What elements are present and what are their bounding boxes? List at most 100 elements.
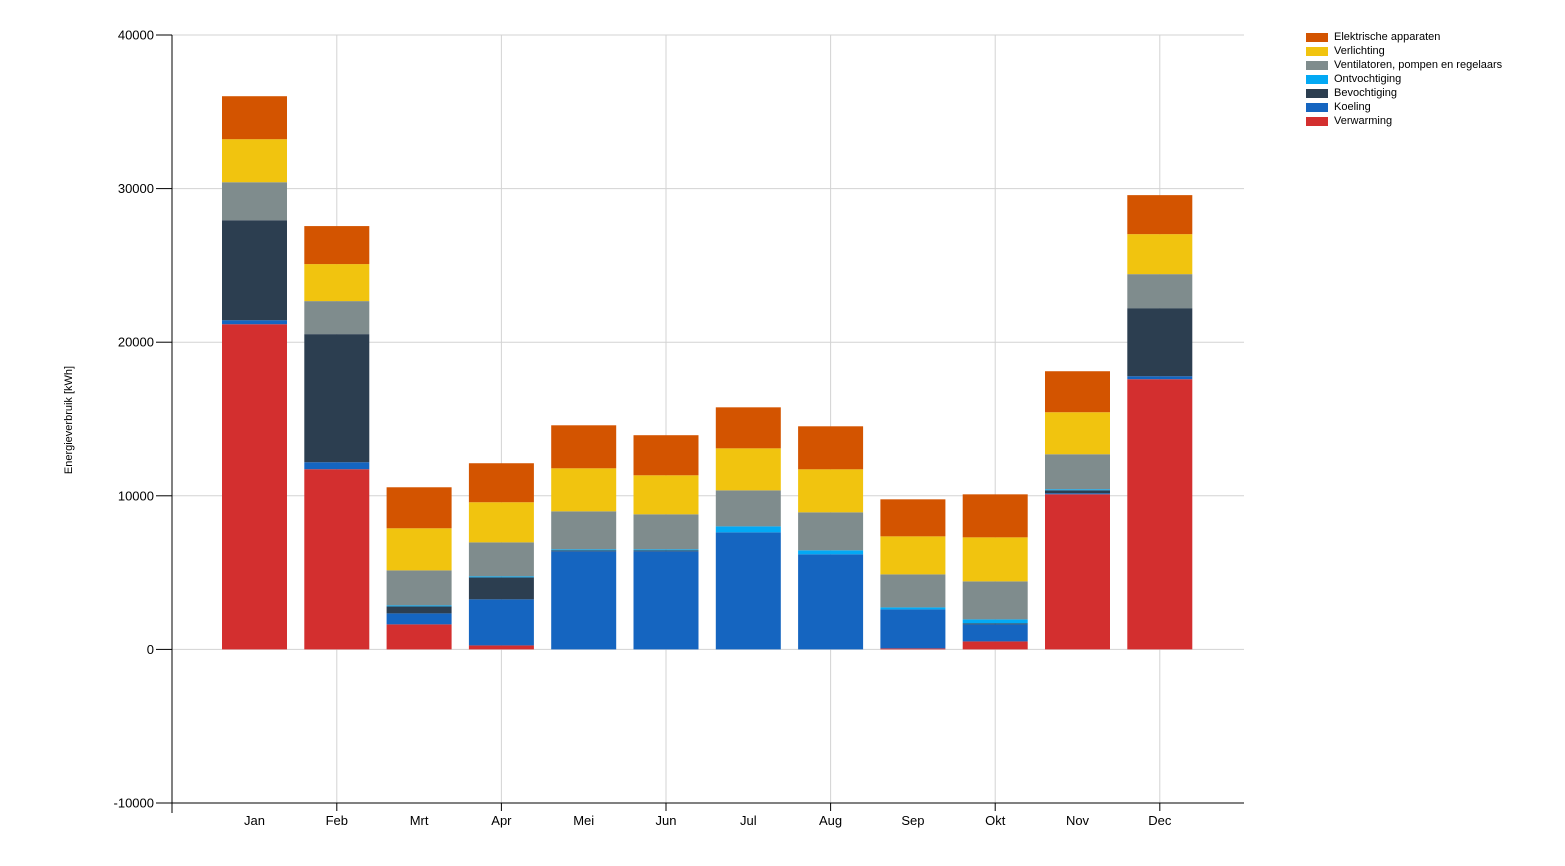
bar-segment-ontvochtiging [633,549,699,551]
bar-segment-koeling [1045,493,1110,495]
bar-segment-verwarming [1045,494,1110,650]
x-tick-label: Apr [491,813,512,828]
y-tick-label: -10000 [114,796,154,811]
bar-segment-koeling [880,609,946,649]
legend-item: Verwarming [1306,114,1502,128]
legend-label: Verwarming [1334,115,1393,127]
bar-segment-elektrische-apparaten [468,463,534,503]
legend-label: Ventilatoren, pompen en regelaars [1334,59,1503,71]
legend-label: Verlichting [1334,45,1385,57]
bar-segment-ontvochtiging [386,605,452,607]
bar-segment-elektrische-apparaten [551,425,617,469]
axes [171,35,1244,813]
legend-swatch [1306,102,1328,112]
x-tick-label: Sep [901,813,924,828]
x-axis-ticks: Jan Feb Mrt Apr Mei Jun Jul Aug Sep Okt Nov Dec [244,803,1172,828]
bar-segment-verwarming [1127,379,1193,650]
bar-segment-verlichting [304,264,370,302]
bar-segment-ontvochtiging [1045,489,1110,491]
y-axis-ticks: -10000 0 10000 20000 30000 40000 [114,28,172,811]
legend-item: Elektrische apparaten [1306,30,1502,44]
bar-segment-verlichting [715,448,781,491]
legend: Elektrische apparaten Verlichting Ventil… [1306,30,1502,128]
legend-item: Ontvochtiging [1306,72,1502,86]
bar-segment-ventilatoren-pompen-en-regelaars [962,581,1028,620]
bar-segment-koeling [468,599,534,646]
bar-segment-ventilatoren-pompen-en-regelaars [222,182,287,221]
x-tick-label: Nov [1066,813,1090,828]
bar-segment-bevochtiging [962,623,1028,625]
bar-segment-ventilatoren-pompen-en-regelaars [880,574,946,608]
bar-segment-koeling [304,462,370,470]
bar-segment-ontvochtiging [715,526,781,533]
bar-segment-elektrische-apparaten [962,494,1028,538]
bar-segment-bevochtiging [304,334,370,463]
legend-item: Bevochtiging [1306,86,1502,100]
bar-segment-verlichting [222,139,287,183]
bar-segment-ventilatoren-pompen-en-regelaars [633,514,699,550]
bar-segment-ontvochtiging [962,619,1028,624]
legend-item: Ventilatoren, pompen en regelaars [1306,58,1502,72]
legend-swatch [1306,116,1328,126]
bar-segment-bevochtiging [222,220,287,321]
legend-swatch [1306,32,1328,42]
bar-segment-bevochtiging [1127,308,1193,377]
bar-segment-koeling [715,532,781,650]
bar-segment-verwarming [880,648,946,650]
x-tick-label: Feb [326,813,348,828]
bar-segment-verwarming [222,324,287,650]
bar-segment-koeling [633,551,699,650]
bar-segment-verlichting [798,469,864,513]
bar-segment-verwarming [468,645,534,650]
bar-segment-elektrische-apparaten [880,499,946,537]
bar-segment-ventilatoren-pompen-en-regelaars [798,512,864,551]
bar-segment-verlichting [1045,412,1110,455]
bar-segment-ventilatoren-pompen-en-regelaars [1045,454,1110,490]
bar-segment-ontvochtiging [468,576,534,578]
x-tick-label: Okt [985,813,1006,828]
bar-segment-koeling [551,551,617,650]
bar-segment-ventilatoren-pompen-en-regelaars [386,570,452,606]
bar-segment-ventilatoren-pompen-en-regelaars [1127,274,1193,309]
y-tick-label: 40000 [118,28,154,43]
legend-item: Verlichting [1306,44,1502,58]
bar-segment-elektrische-apparaten [304,226,370,265]
x-tick-label: Mrt [410,813,429,828]
bar-segment-koeling [386,613,452,625]
bar-segment-ontvochtiging [798,550,864,555]
bar-segment-ontvochtiging [880,607,946,610]
bar-segment-bevochtiging [1045,490,1110,494]
bar-segment-elektrische-apparaten [1045,371,1110,413]
bar-segment-bevochtiging [386,606,452,614]
y-tick-label: 0 [147,642,154,657]
x-tick-label: Aug [819,813,842,828]
x-tick-label: Jul [740,813,757,828]
bar-segment-verlichting [962,537,1028,582]
bar-segment-bevochtiging [551,550,617,552]
bar-segment-bevochtiging [633,550,699,552]
bar-segment-ventilatoren-pompen-en-regelaars [468,542,534,577]
bar-segment-verlichting [1127,234,1193,275]
legend-label: Ontvochtiging [1334,73,1402,85]
bar-segment-verwarming [386,624,452,650]
bar-segment-verlichting [468,502,534,543]
bar-segment-bevochtiging [468,577,534,600]
bar-segment-koeling [798,554,864,650]
bar-segment-elektrische-apparaten [715,407,781,449]
bar-segment-koeling [222,320,287,325]
legend-swatch [1306,74,1328,84]
bar-segment-koeling [1127,376,1193,380]
bar-segment-verlichting [386,528,452,571]
bar-segment-verlichting [633,475,699,515]
y-tick-label: 20000 [118,335,154,350]
bars [222,96,1193,650]
y-axis-title: Energieverbruik [kWh] [63,366,75,474]
bar-segment-verwarming [304,469,370,650]
bar-segment-elektrische-apparaten [633,435,699,476]
legend-item: Koeling [1306,100,1502,114]
bar-segment-ontvochtiging [551,549,617,551]
bar-segment-verlichting [551,468,617,512]
bar-segment-verlichting [880,536,946,575]
legend-label: Elektrische apparaten [1334,31,1441,43]
